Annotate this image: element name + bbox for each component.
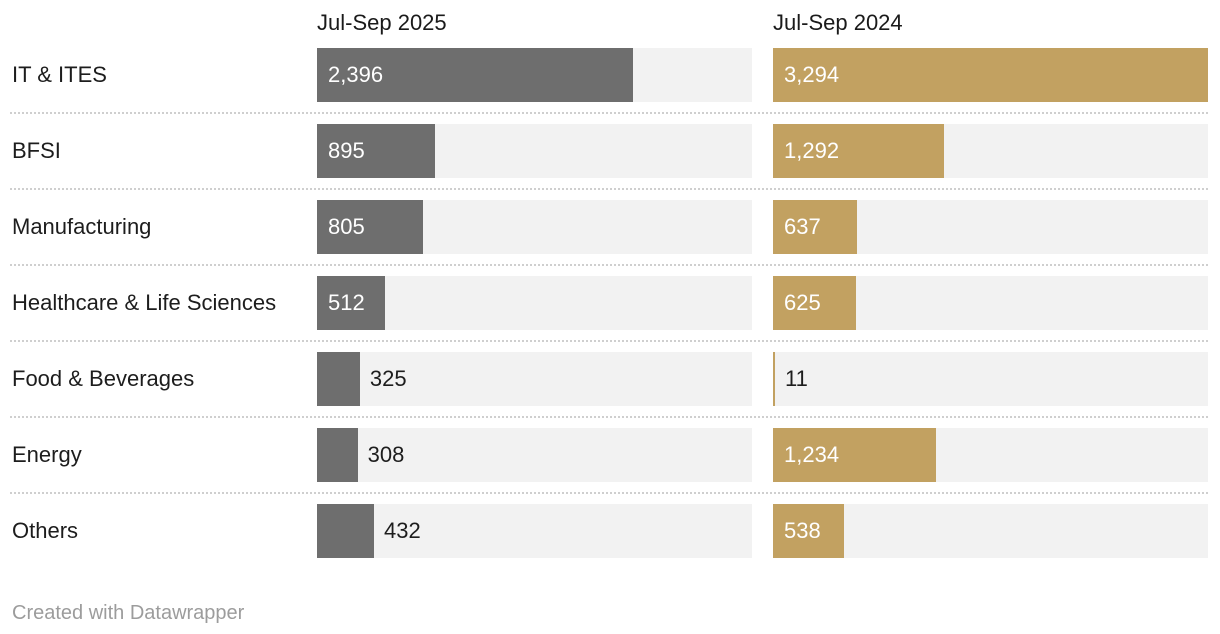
bar-2025 bbox=[317, 276, 385, 330]
column-gap bbox=[752, 48, 773, 102]
chart-row: Healthcare & Life Sciences 512 625 bbox=[12, 276, 1208, 330]
attribution-text: Created with Datawrapper bbox=[12, 602, 245, 624]
category-label: Others bbox=[12, 518, 79, 543]
column-gap bbox=[752, 124, 773, 178]
row-separator bbox=[10, 406, 1208, 428]
value-label-2024: 11 bbox=[785, 366, 808, 391]
column-gap bbox=[752, 9, 773, 48]
row-separator bbox=[10, 254, 1208, 276]
chart-row: Manufacturing 805 637 bbox=[12, 200, 1208, 254]
value-label-2025: 325 bbox=[369, 366, 407, 391]
chart-row: BFSI 895 1,292 bbox=[12, 124, 1208, 178]
chart-row: Food & Beverages 325 11 bbox=[12, 352, 1208, 406]
value-label-2025: 432 bbox=[384, 518, 421, 543]
bar-track-2025: 512 bbox=[317, 276, 752, 330]
bar-track-2024: 538 bbox=[773, 504, 1208, 558]
bar-track-2024: 3,294 bbox=[773, 48, 1208, 102]
bar-track-2025: 432 bbox=[317, 504, 752, 558]
bar-2024 bbox=[773, 276, 856, 330]
chart-row: Energy 308 1,234 bbox=[12, 428, 1208, 482]
category-label: BFSI bbox=[12, 138, 61, 163]
column-headers: Jul-Sep 2025 Jul-Sep 2024 bbox=[12, 0, 1208, 48]
bar-track-2025: 895 bbox=[317, 124, 752, 178]
value-label-2025: 805 bbox=[328, 214, 365, 239]
bar-2025 bbox=[317, 428, 358, 482]
bar-2025 bbox=[317, 124, 436, 178]
header-spacer bbox=[12, 9, 317, 48]
category-label: Manufacturing bbox=[12, 214, 152, 239]
value-label-2025: 895 bbox=[328, 138, 365, 163]
column-gap bbox=[752, 428, 773, 482]
value-label-2024: 625 bbox=[784, 290, 821, 315]
value-label-2024: 637 bbox=[784, 214, 821, 239]
bar-2024 bbox=[773, 200, 858, 254]
bar-2024 bbox=[773, 352, 775, 406]
bar-track-2024: 637 bbox=[773, 200, 1208, 254]
value-label-2025: 308 bbox=[367, 442, 405, 467]
bar-2024 bbox=[773, 124, 944, 178]
chart-row: IT & ITES 2,396 3,294 bbox=[12, 48, 1208, 102]
row-separator bbox=[10, 330, 1208, 352]
column-gap bbox=[752, 200, 773, 254]
bar-track-2025: 2,396 bbox=[317, 48, 752, 102]
category-label: Food & Beverages bbox=[12, 366, 195, 391]
category-label: Energy bbox=[12, 442, 82, 467]
bar-2025 bbox=[317, 504, 375, 558]
category-label: Healthcare & Life Sciences bbox=[12, 290, 277, 315]
bar-track-2025: 805 bbox=[317, 200, 752, 254]
bar-2025 bbox=[317, 48, 634, 102]
bar-track-2025: 325 bbox=[317, 352, 752, 406]
value-label-2025: 2,396 bbox=[328, 62, 384, 87]
value-label-2024: 538 bbox=[784, 518, 821, 543]
column-gap bbox=[752, 352, 773, 406]
chart-row: Others 432 538 bbox=[12, 504, 1208, 558]
bar-2025 bbox=[317, 200, 424, 254]
row-separator bbox=[10, 178, 1208, 200]
bar-track-2024: 11 bbox=[773, 352, 1208, 406]
value-label-2024: 3,294 bbox=[784, 62, 840, 87]
column-header-2024: Jul-Sep 2024 bbox=[773, 10, 903, 35]
bar-track-2024: 625 bbox=[773, 276, 1208, 330]
value-label-2025: 512 bbox=[328, 290, 365, 315]
column-header-2025: Jul-Sep 2025 bbox=[317, 10, 447, 35]
row-separator bbox=[10, 482, 1208, 504]
column-gap bbox=[752, 504, 773, 558]
category-label: IT & ITES bbox=[12, 62, 107, 87]
bar-2024 bbox=[773, 428, 936, 482]
column-gap bbox=[752, 276, 773, 330]
value-label-2024: 1,292 bbox=[784, 138, 840, 163]
bar-2024 bbox=[773, 48, 1208, 102]
bar-2025 bbox=[317, 352, 360, 406]
chart-rows: IT & ITES 2,396 3,294 BFSI 895 1,292 Man… bbox=[10, 48, 1208, 558]
bar-2024 bbox=[773, 504, 845, 558]
bar-track-2024: 1,292 bbox=[773, 124, 1208, 178]
row-separator bbox=[10, 102, 1208, 124]
bar-track-2025: 308 bbox=[317, 428, 752, 482]
bar-track-2024: 1,234 bbox=[773, 428, 1208, 482]
value-label-2024: 1,234 bbox=[784, 442, 840, 467]
